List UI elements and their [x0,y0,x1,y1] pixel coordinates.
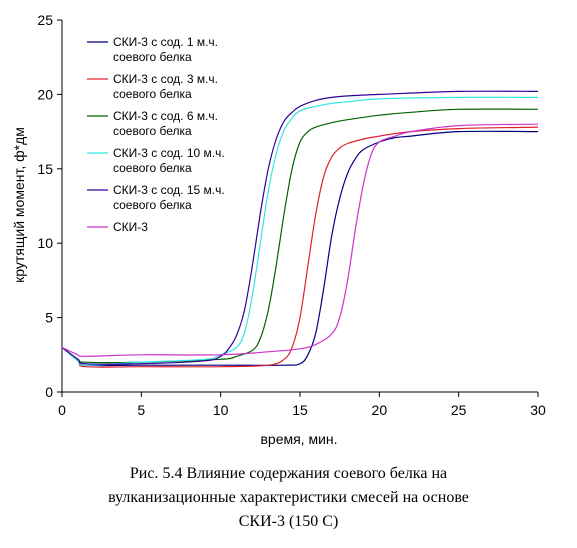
legend-label-1: СКИ-3 с сод. 1 м.ч. [113,35,218,49]
series-line-1 [61,130,539,367]
legend-label-4: СКИ-3 с сод. 10 м.ч. [113,146,225,160]
y-tick-label: 0 [45,384,53,400]
y-tick-label: 15 [37,161,53,177]
legend-label-4: соевого белка [113,161,192,175]
series-layer [61,90,539,368]
legend-label-5: СКИ-3 с сод. 15 м.ч. [113,183,225,197]
x-axis-title: время, мин. [260,431,337,447]
y-tick-label: 25 [37,12,53,28]
series-line-2 [61,126,539,368]
x-tick-label: 30 [530,402,546,418]
legend-label-5: соевого белка [113,198,192,212]
y-tick-label: 20 [37,86,53,102]
caption-line-2: вулканизационные характеристики смесей н… [108,489,469,506]
rheometer-chart: 0 5 10 15 20 25 0 5 10 15 20 25 30 СКИ-3 с сод. 1 м.… [11,12,546,447]
series-line-5 [61,90,539,365]
legend-label-3: СКИ-3 с сод. 6 м.ч. [113,109,218,123]
caption-line-1: Рис. 5.4 Влияние содержания соевого белк… [129,465,448,482]
y-tick-label: 10 [37,235,53,251]
x-tick-label: 25 [451,402,467,418]
legend-label-2: соевого белка [113,87,192,101]
figure-caption: Рис. 5.4 Влияние содержания соевого белк… [0,462,577,534]
series-line-6 [61,123,539,357]
x-tick-label: 0 [58,402,66,418]
legend-label-1: соевого белка [113,50,192,64]
x-tick-label: 5 [137,402,145,418]
legend-label-3: соевого белка [113,124,192,138]
axes: 0 5 10 15 20 25 0 5 10 15 20 25 30 [37,12,546,418]
legend-label-6: СКИ-3 [113,220,148,234]
x-tick-label: 10 [213,402,229,418]
caption-line-3: СКИ-3 (150 С) [238,513,339,530]
legend-label-2: СКИ-3 с сод. 3 м.ч. [113,72,218,86]
series-line-4 [61,96,539,366]
y-axis-title: крутящий момент, ф*дм [11,127,27,283]
x-tick-label: 15 [292,402,308,418]
x-tick-label: 20 [372,402,388,418]
y-tick-label: 5 [45,310,53,326]
